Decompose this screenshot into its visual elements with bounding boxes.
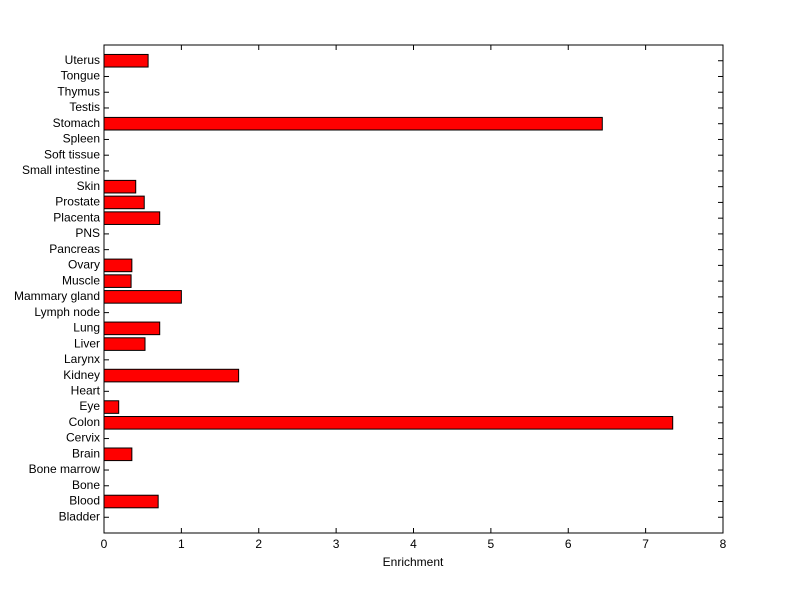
y-tick-label: Mammary gland (14, 289, 100, 303)
y-tick-label: Bone marrow (29, 462, 101, 476)
bar (103, 53, 149, 68)
bar (103, 179, 137, 194)
y-tick-label: Prostate (55, 195, 100, 209)
bar (103, 416, 674, 430)
y-tick-label: Liver (74, 336, 100, 350)
x-tick-label: 5 (488, 537, 495, 551)
bar (103, 494, 159, 509)
y-tick-label: Stomach (53, 116, 100, 130)
y-tick-label: Thymus (57, 84, 100, 98)
x-tick-label: 4 (410, 537, 417, 551)
x-tick-label: 2 (255, 537, 262, 551)
bar (103, 290, 182, 304)
y-tick-label: Heart (71, 383, 101, 397)
y-tick-label: Lung (73, 321, 100, 335)
y-tick-label: Uterus (65, 53, 100, 67)
y-tick-label: Eye (79, 399, 100, 413)
y-tick-label: Brain (72, 446, 100, 460)
y-tick-label: Muscle (62, 273, 100, 287)
bar (103, 321, 161, 336)
x-tick-label: 0 (101, 537, 108, 551)
bar (103, 258, 133, 273)
x-tick-label: 6 (565, 537, 572, 551)
x-tick-label: 1 (178, 537, 185, 551)
y-tick-label: Pancreas (49, 242, 100, 256)
y-tick-label: Bone (72, 478, 100, 492)
y-tick-label: Blood (69, 494, 100, 508)
bar (103, 400, 120, 414)
y-tick-label: Testis (69, 100, 100, 114)
bar (103, 116, 603, 131)
axes-box (103, 44, 724, 534)
y-tick-label: Lymph node (34, 305, 100, 319)
y-tick-label: Spleen (63, 132, 100, 146)
y-tick-label: Skin (77, 179, 100, 193)
y-tick-label: Small intestine (22, 163, 100, 177)
y-tick-label: Kidney (63, 368, 100, 382)
x-tick-label: 3 (333, 537, 340, 551)
x-tick-label: 8 (720, 537, 727, 551)
y-tick-label: Cervix (66, 431, 100, 445)
bar (103, 274, 132, 288)
y-tick-label: Ovary (68, 258, 100, 272)
y-tick-label: Soft tissue (44, 147, 100, 161)
y-tick-label: Larynx (64, 352, 100, 366)
y-tick-label: Tongue (61, 69, 101, 83)
bar (103, 211, 161, 225)
bar (103, 195, 145, 210)
x-tick-label: 7 (642, 537, 649, 551)
y-tick-label: PNS (75, 226, 100, 240)
x-axis-label: Enrichment (383, 555, 444, 569)
bar (103, 447, 133, 462)
y-tick-label: Colon (69, 415, 100, 429)
y-tick-label: Placenta (53, 210, 100, 224)
bar (103, 368, 240, 383)
bar (103, 337, 146, 351)
y-tick-label: Bladder (59, 509, 100, 523)
